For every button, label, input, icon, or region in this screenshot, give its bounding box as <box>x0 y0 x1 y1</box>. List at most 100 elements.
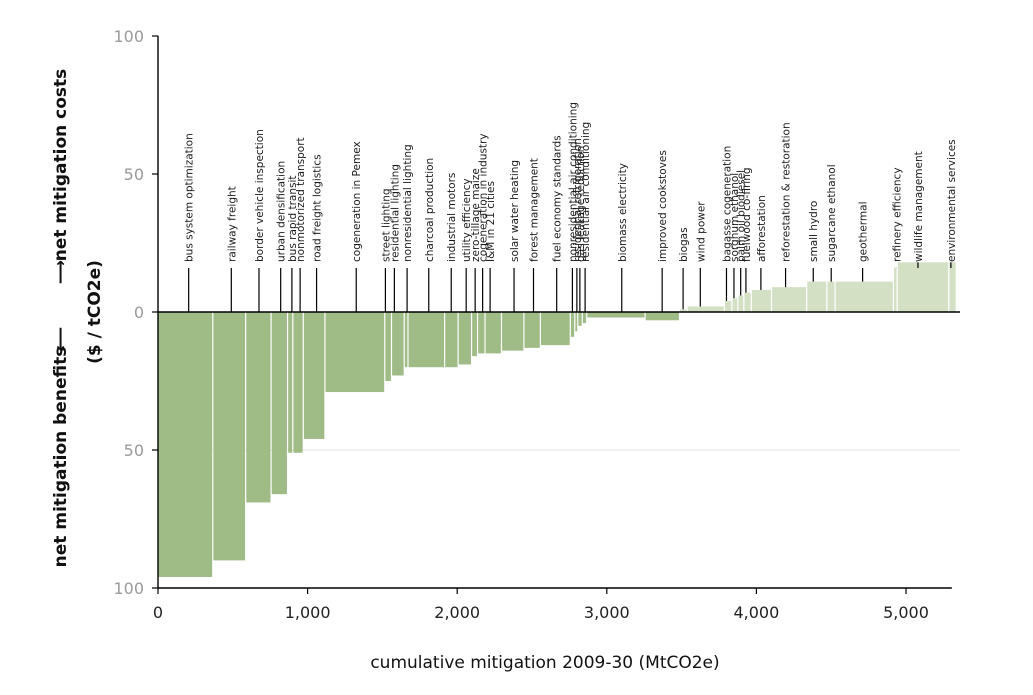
bar-label-39: environmental services <box>946 139 958 262</box>
bar-label-5: nonmotorized transport <box>295 137 307 262</box>
bar-label-8: street lighting <box>380 188 392 262</box>
bar-26 <box>680 309 687 312</box>
bar-10 <box>404 312 408 368</box>
x-tick-label-4: 4,000 <box>733 603 779 622</box>
bar-label-25: improved cookstoves <box>657 150 669 262</box>
x-tick-label-1: 1,000 <box>285 603 331 622</box>
bar-17 <box>502 312 524 351</box>
bar-label-27: wind power <box>695 201 707 262</box>
x-axis-title: cumulative mitigation 2009-30 (MtCO2e) <box>370 653 719 673</box>
bar-23 <box>582 312 587 324</box>
bar-19 <box>540 312 570 346</box>
bar-label-0: bus system optimization <box>184 133 196 262</box>
bar-37 <box>894 267 897 312</box>
bar-label-1: railway freight <box>226 186 238 262</box>
arrow-right-icon: ⟶ <box>51 260 71 284</box>
bar-label-19: fuel economy standards <box>552 135 564 262</box>
bar-label-35: sugarcane ethanol <box>826 164 838 262</box>
bar-30 <box>738 295 744 312</box>
bar-label-20: nonresidential air conditioning <box>567 102 579 262</box>
bar-label-13: utility efficiency <box>461 178 473 262</box>
bar-11 <box>408 312 445 368</box>
bar-25 <box>645 312 679 321</box>
y-axis-title-benefits: net mitigation benefits <box>51 347 71 568</box>
bar-2 <box>246 312 271 503</box>
bar-7 <box>325 312 385 393</box>
bar-21 <box>575 312 578 332</box>
bar-label-30: palm oil biodiesel <box>736 170 748 262</box>
bar-1 <box>213 312 246 561</box>
bar-15 <box>478 312 485 354</box>
bar-5 <box>293 312 303 453</box>
x-tick-label-2: 2,000 <box>434 603 480 622</box>
bar-16 <box>485 312 501 354</box>
bar-27 <box>687 306 724 312</box>
y-tick-label-4: 100 <box>113 579 144 598</box>
y-tick-label-3: 50 <box>124 441 144 460</box>
bar-29 <box>732 298 738 312</box>
bar-label-24: biomass electricity <box>617 163 629 262</box>
bar-label-6: road freight logistics <box>312 154 324 262</box>
bar-label-37: refinery efficiency <box>891 167 903 262</box>
bar-3 <box>271 312 287 495</box>
bar-labels-layer: bus system optimization railway freight bo… <box>184 102 958 262</box>
y-tick-label-2: 0 <box>134 303 144 322</box>
bar-32 <box>751 289 771 312</box>
y-axis-unit-group: ($ / tCO2e) <box>85 260 105 364</box>
bar-38 <box>897 262 949 312</box>
bar-label-3: urban densification <box>276 161 288 262</box>
bar-label-28: bagasse cogeneration <box>721 146 733 262</box>
bar-label-12: industrial motors <box>446 173 458 262</box>
bar-label-21: residential refrigeration <box>572 138 584 262</box>
bar-label-14: zero-tillage maize <box>470 168 482 262</box>
x-tick-label-0: 0 <box>153 603 163 622</box>
bar-35 <box>827 281 835 312</box>
bar-label-2: border vehicle inspection <box>254 129 266 262</box>
bar-label-33: reforestation & restoration <box>781 122 793 262</box>
y-tick-label-1: 50 <box>124 165 144 184</box>
bar-label-17: solar water heating <box>509 160 521 262</box>
bar-label-29: sorghum ethanol <box>729 173 741 262</box>
y-axis-title-group: net mitigation benefits ⟵ ⟶ net mitigati… <box>51 69 71 568</box>
bar-label-10: nonresidential lighting <box>402 144 414 262</box>
leader-lines-layer <box>188 262 952 312</box>
bar-label-31: fuelwood co-firing <box>741 167 753 262</box>
bar-12 <box>445 312 458 368</box>
x-tick-label-5: 5,000 <box>883 603 929 622</box>
bars-layer <box>158 262 956 577</box>
bar-39 <box>949 262 956 312</box>
bar-4 <box>288 312 293 453</box>
bar-label-11: charcoal production <box>424 158 436 262</box>
bar-0 <box>158 312 213 577</box>
bar-label-15: cogeneration in industry <box>478 133 490 262</box>
bar-label-36: geothermal <box>858 202 870 263</box>
bar-20 <box>570 312 575 337</box>
bar-label-7: cogeneration in Pemex <box>351 141 363 262</box>
bar-label-23: residential air conditioning <box>580 122 592 262</box>
bar-31 <box>744 292 751 312</box>
bar-33 <box>772 287 807 312</box>
y-axis-title-costs: net mitigation costs <box>51 69 71 262</box>
bar-label-18: forest management <box>528 158 540 262</box>
bar-36 <box>835 281 893 312</box>
bar-label-9: residential lighting <box>389 164 401 262</box>
bar-24 <box>587 312 645 318</box>
bar-34 <box>807 281 827 312</box>
bar-14 <box>472 312 477 357</box>
bar-18 <box>524 312 540 348</box>
y-tick-label-0: 100 <box>113 27 144 46</box>
bar-8 <box>385 312 391 381</box>
bar-label-32: afforestation <box>756 195 768 262</box>
bar-label-4: bus rapid transit <box>287 176 299 263</box>
bar-22 <box>578 312 582 326</box>
bar-9 <box>392 312 404 376</box>
bar-label-26: biogas <box>678 227 690 262</box>
bar-label-22: gas leakage reduction <box>575 146 587 262</box>
bar-label-38: wildlife management <box>913 151 925 262</box>
arrow-left-icon: ⟵ <box>51 327 71 351</box>
bar-28 <box>724 300 732 312</box>
axes-layer: 100 50 0 50 100 0 1,000 2,000 3,000 4,000 5,000 <box>113 27 960 622</box>
y-axis-unit: ($ / tCO2e) <box>85 260 105 364</box>
bar-6 <box>303 312 325 439</box>
